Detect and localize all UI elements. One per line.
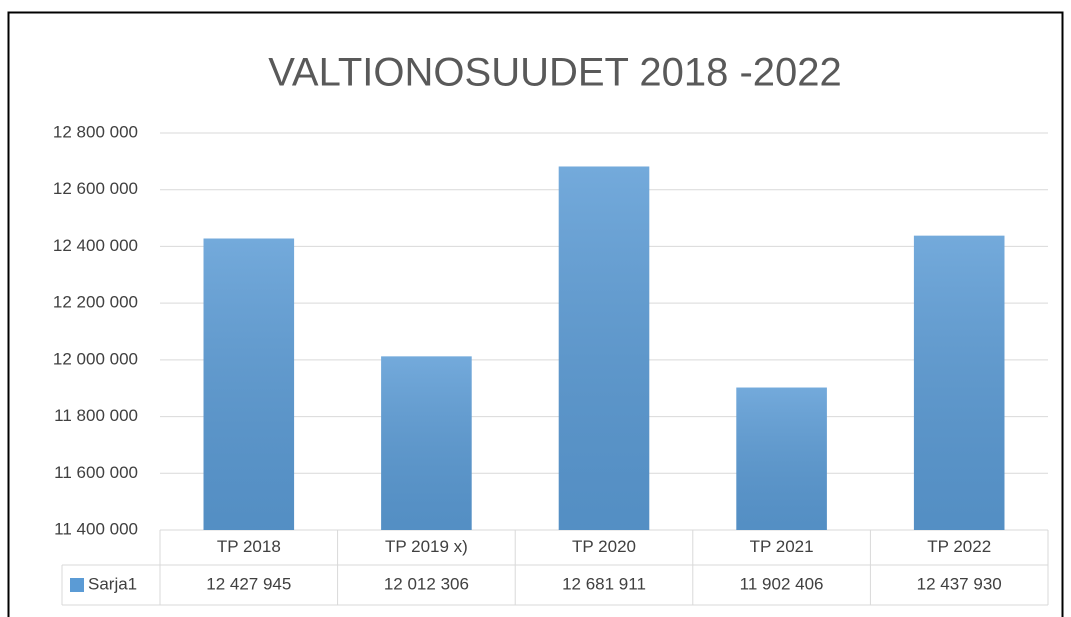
legend-swatch [70,578,84,592]
bar [381,356,472,530]
y-tick-label: 11 400 000 [54,519,138,538]
chart-title: VALTIONOSUUDET 2018 -2022 [268,51,842,95]
bar [203,238,295,531]
x-tick-label: TP 2022 [927,537,991,556]
y-tick-label: 12 600 000 [53,179,138,198]
table-value: 11 902 406 [740,574,824,593]
table-value: 12 437 930 [917,574,1002,593]
table-value: 12 427 945 [206,574,291,593]
y-tick-label: 11 800 000 [54,406,138,425]
y-tick-label: 11 600 000 [54,463,138,482]
x-tick-label: TP 2019 x) [385,537,468,556]
bar [913,235,1005,530]
bar [736,387,827,530]
legend-label: Sarja1 [88,574,137,593]
x-tick-label: TP 2018 [217,537,281,556]
y-tick-label: 12 000 000 [53,349,138,368]
table-value: 12 681 911 [562,574,646,593]
frame [7,11,1064,617]
x-tick-label: TP 2021 [750,537,814,556]
table-value: 12 012 306 [384,574,469,593]
bar [558,166,650,530]
y-tick-label: 12 200 000 [53,293,138,312]
y-tick-label: 12 800 000 [53,122,138,141]
y-tick-label: 12 400 000 [53,236,138,255]
x-tick-label: TP 2020 [572,537,636,556]
